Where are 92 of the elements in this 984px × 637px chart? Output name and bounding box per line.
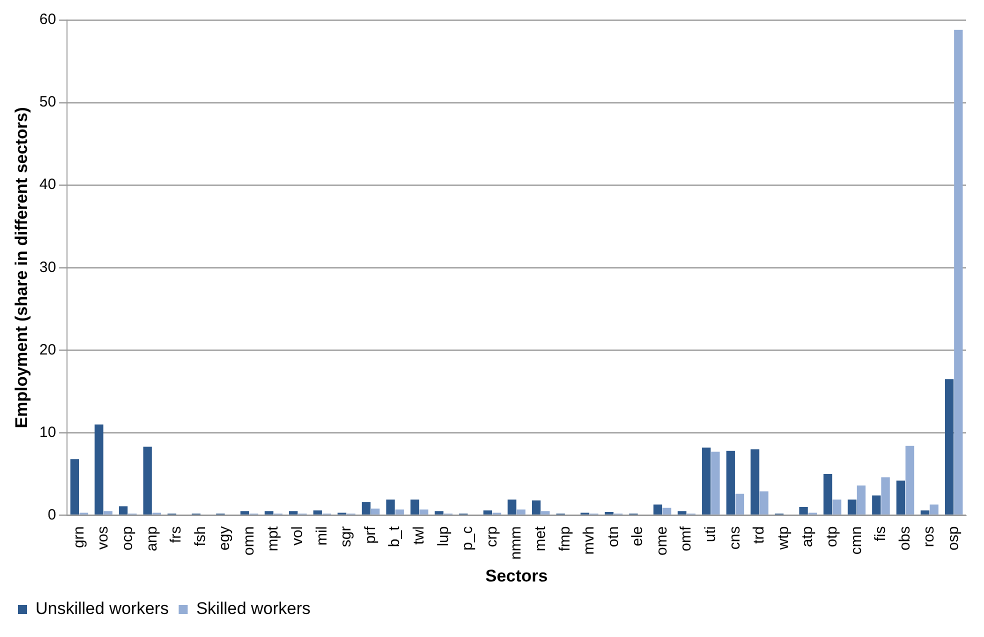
x-tick-label: met	[532, 525, 549, 552]
y-tick-label: 60	[39, 11, 56, 28]
bar	[920, 510, 930, 515]
y-tick-label: 40	[39, 176, 56, 194]
x-tick-label: osp	[944, 526, 962, 550]
bar	[410, 500, 420, 515]
y-axis-title: Employment (share in different sectors)	[12, 107, 31, 428]
bar	[944, 379, 954, 515]
legend-label: Unskilled workers	[36, 599, 169, 618]
bar	[541, 511, 550, 515]
bar	[386, 500, 395, 515]
x-tick-label: ocp	[118, 526, 136, 550]
x-axis-title: Sectors	[485, 566, 548, 586]
bar	[832, 500, 842, 515]
y-tick-label: 20	[39, 341, 56, 358]
x-tick-label: lup	[434, 526, 452, 546]
legend-label: Skilled workers	[196, 599, 311, 618]
x-tick-label: twl	[410, 526, 428, 545]
x-tick-label: wtp	[774, 526, 792, 551]
x-tick-label: cns	[726, 526, 744, 550]
bar	[483, 510, 492, 515]
x-tick-label: otn	[604, 526, 622, 548]
x-tick-label: vol	[289, 526, 306, 546]
bar	[735, 494, 744, 515]
x-tick-label: fsh	[192, 526, 209, 546]
bar	[143, 446, 152, 515]
bar	[532, 500, 541, 515]
x-tick-label: ome	[653, 526, 670, 556]
x-tick-label: otp	[824, 526, 841, 548]
bar	[954, 30, 963, 515]
bar	[702, 448, 711, 515]
bar	[70, 459, 80, 515]
bar	[420, 509, 428, 515]
bar	[313, 510, 322, 515]
x-tick-label: omf	[678, 525, 695, 552]
bar	[662, 508, 672, 515]
x-tick-label: nmm	[508, 526, 525, 560]
bar	[516, 509, 526, 515]
x-tick-label: atp	[799, 526, 816, 548]
bar	[896, 480, 906, 515]
bar	[881, 477, 890, 515]
bar	[678, 511, 686, 515]
bar	[856, 486, 866, 515]
bar	[653, 504, 662, 515]
bar	[240, 511, 250, 515]
bar	[371, 508, 380, 515]
bar	[508, 500, 516, 515]
bar	[395, 509, 404, 515]
bar	[434, 511, 444, 515]
x-tick-label: crp	[483, 526, 500, 548]
bar	[760, 491, 768, 515]
x-tick-label: mil	[313, 526, 330, 546]
bar	[726, 450, 735, 515]
x-tick-label: cmn	[848, 526, 865, 555]
bar	[799, 507, 808, 515]
bar	[362, 502, 371, 515]
bar	[823, 474, 832, 515]
x-tick-label: vos	[94, 526, 112, 550]
bar	[711, 452, 720, 515]
x-tick-label: ros	[920, 526, 938, 548]
x-tick-label: trd	[750, 526, 768, 544]
bar	[104, 511, 112, 515]
y-tick-label: 50	[39, 94, 56, 111]
x-tick-label: uti	[702, 526, 720, 542]
x-tick-label: p_c	[459, 526, 476, 550]
x-tick-label: fis	[872, 526, 890, 542]
bar	[848, 500, 856, 515]
bar	[289, 511, 298, 515]
x-tick-label: b_t	[386, 525, 404, 548]
y-tick-label: 30	[39, 258, 56, 276]
y-tick-label: 0	[48, 506, 56, 524]
x-tick-label: egy	[216, 526, 234, 550]
bar	[118, 506, 128, 515]
x-tick-label: sgr	[338, 526, 355, 548]
x-tick-label: mpt	[264, 525, 282, 552]
x-tick-label: ele	[629, 526, 646, 546]
x-tick-label: frs	[168, 526, 185, 543]
bar	[604, 512, 614, 515]
x-tick-label: prf	[362, 525, 379, 544]
x-tick-label: obs	[896, 526, 914, 550]
y-tick-label: 10	[39, 424, 56, 441]
bar	[750, 449, 760, 515]
x-tick-label: grn	[70, 526, 88, 548]
x-tick-label: omn	[240, 526, 258, 556]
bar	[264, 511, 274, 515]
bar	[930, 504, 938, 515]
x-tick-label: fmp	[556, 526, 574, 552]
bar	[872, 495, 881, 515]
bar	[94, 424, 104, 515]
x-tick-label: mvh	[580, 526, 598, 555]
x-tick-label: anp	[143, 526, 160, 552]
bar	[905, 446, 914, 515]
